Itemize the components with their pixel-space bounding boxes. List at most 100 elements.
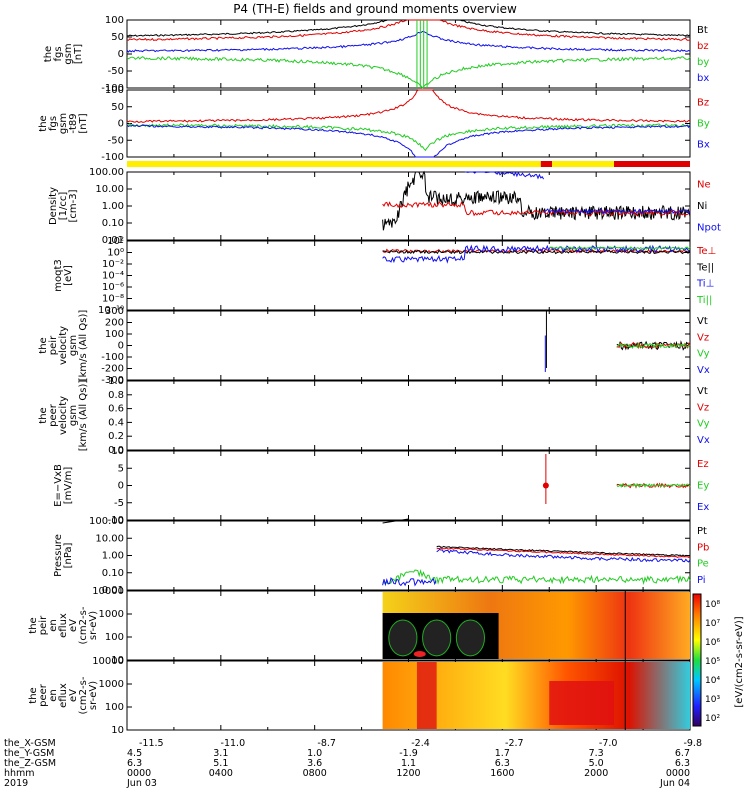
legend-Vy: Vy	[697, 419, 710, 430]
y-axis-label: [km/s (All Qs)]	[78, 380, 89, 452]
y-tick-label: 10000	[92, 656, 124, 667]
x-column-value: 1200	[396, 768, 420, 779]
legend-Pt: Pt	[697, 526, 707, 537]
legend-Te||: Te||	[696, 262, 714, 273]
y-tick-label: 10²	[107, 236, 124, 247]
y-tick-label: 0.2	[108, 431, 124, 442]
panel-pressure: 100.00 10.00 1.00 0.10 0.01 Pressure [nPa] Pt Pb…	[53, 516, 709, 596]
legend-Ey: Ey	[697, 481, 709, 492]
legend-Vz: Vz	[697, 402, 709, 413]
legend-Pi: Pi	[697, 575, 706, 586]
y-tick-label: -50	[108, 66, 124, 77]
y-tick-label: 1.0	[108, 376, 124, 387]
y-axis-label: the	[38, 115, 49, 131]
panel-fgs-gsm-t89: 100 50 0 -50 -100 the fgs gsm -t89 [nT] Bz By Bx	[38, 85, 710, 163]
y-tick-label: -200	[101, 364, 124, 375]
y-axis-label: sr-eV)	[88, 681, 99, 710]
y-tick-label: 200	[105, 318, 124, 329]
series-Vy	[616, 341, 691, 349]
y-tick-label: 10	[111, 725, 124, 736]
y-tick-label: 10⁻⁴	[102, 271, 124, 282]
colorbar-label: 10³	[705, 695, 720, 705]
series-Pt-head	[382, 518, 409, 524]
x-column-value: 2000	[584, 768, 608, 779]
legend-Ne: Ne	[697, 180, 711, 191]
series-Pi	[382, 576, 437, 587]
status-segment	[613, 161, 690, 167]
series-Pi-2	[436, 548, 691, 563]
x-row-label: the_Y-GSM	[4, 748, 54, 759]
y-tick-label: 10.00	[95, 533, 124, 544]
y-tick-label: -300	[101, 375, 124, 386]
series-Bz	[126, 89, 691, 123]
y-tick-label: 10⁻⁸	[102, 294, 124, 305]
status-segment	[127, 161, 541, 167]
legend-bz: bz	[697, 41, 709, 52]
y-axis-label: peer	[48, 403, 59, 427]
x-column-value: 1600	[490, 768, 514, 779]
x-column-value: 0400	[209, 768, 233, 779]
panel-efield: 10 5 0 -5 -10 E=−VxB [mV/m] Ez Ey Ex	[53, 446, 709, 526]
spectrogram-spot	[413, 651, 426, 657]
legend-Bt: Bt	[697, 25, 708, 36]
y-axis-label: gsm	[68, 335, 79, 356]
y-axis-label: peir	[48, 335, 59, 355]
y-tick-label: 0	[118, 481, 124, 492]
y-axis-label: [nT]	[73, 44, 84, 64]
series-Vt	[616, 340, 691, 351]
y-axis-label: eflux	[58, 683, 69, 708]
legend-by: by	[697, 57, 709, 68]
x-row-label: 2019	[4, 778, 28, 789]
colorbar-label: 10⁸	[705, 600, 720, 610]
y-tick-label: -5	[114, 498, 124, 509]
x-row-label: the_X-GSM	[4, 738, 56, 749]
legend-Pe: Pe	[697, 559, 709, 570]
y-tick-label: 0.10	[102, 218, 124, 229]
x-column-value: -1.9	[399, 748, 418, 759]
y-axis-label: the	[28, 687, 39, 703]
legend-Npot: Npot	[697, 222, 721, 233]
y-axis-label: the	[38, 407, 49, 423]
legend-Vt: Vt	[697, 386, 708, 397]
y-tick-label: 10⁻²	[102, 259, 124, 270]
spectrogram-ring	[455, 619, 486, 657]
y-axis-label: peir	[38, 615, 49, 635]
legend-Vt: Vt	[697, 316, 708, 327]
y-tick-label: 0	[118, 49, 124, 60]
y-axis-label: Density	[48, 187, 59, 225]
y-axis-label: E=−VxB	[53, 464, 64, 507]
legend-Ti||: Ti||	[696, 295, 712, 306]
legend-Vz: Vz	[697, 332, 709, 343]
spectrogram-ring	[388, 619, 418, 657]
y-tick-label: 100	[105, 85, 124, 96]
series-bx	[126, 30, 691, 53]
x-column-value: -9.8	[683, 738, 702, 749]
y-axis-label: [nPa]	[63, 542, 74, 568]
x-column-value: 0000	[666, 768, 690, 779]
y-axis-label: Pressure	[53, 534, 64, 577]
x-column-value: -2.4	[411, 738, 430, 749]
x-column-value: 3.1	[213, 748, 228, 759]
y-axis-label: gsm	[58, 113, 69, 134]
legend-Ti⊥: Ti⊥	[696, 279, 714, 290]
legend-Bz: Bz	[697, 98, 709, 109]
x-column-value: 6.3	[675, 758, 690, 769]
colorbar-label: 10⁴	[705, 676, 720, 686]
series-Ey	[616, 483, 691, 488]
x-column-value: -7.0	[599, 738, 618, 749]
y-axis-label: fgs	[53, 46, 64, 61]
panel-frame	[126, 380, 691, 451]
colorbar-label: 10⁶	[705, 638, 720, 648]
y-axis-label: [eV]	[63, 265, 74, 286]
series-Pe-2	[436, 574, 691, 585]
x-column-value: -11.5	[139, 738, 164, 749]
y-tick-label: 0.01	[102, 585, 124, 596]
y-axis-label: eV	[68, 689, 79, 702]
legend-Vy: Vy	[697, 349, 710, 360]
status-segment	[552, 161, 614, 167]
y-tick-label: 10⁻⁶	[102, 282, 124, 293]
y-tick-label: 10.00	[95, 184, 124, 195]
panel-density: 100.00 10.00 1.00 0.10 0.01 Density [1/cc] [cm-…	[48, 167, 721, 246]
y-axis-label: [cm-3]	[68, 189, 79, 222]
panel-frame	[126, 89, 691, 158]
